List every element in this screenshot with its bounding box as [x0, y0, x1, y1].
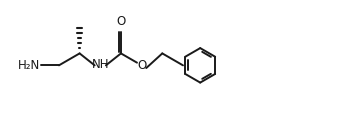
Text: H₂N: H₂N [18, 59, 40, 72]
Text: O: O [137, 59, 146, 72]
Text: O: O [116, 15, 125, 28]
Text: NH: NH [91, 57, 109, 70]
